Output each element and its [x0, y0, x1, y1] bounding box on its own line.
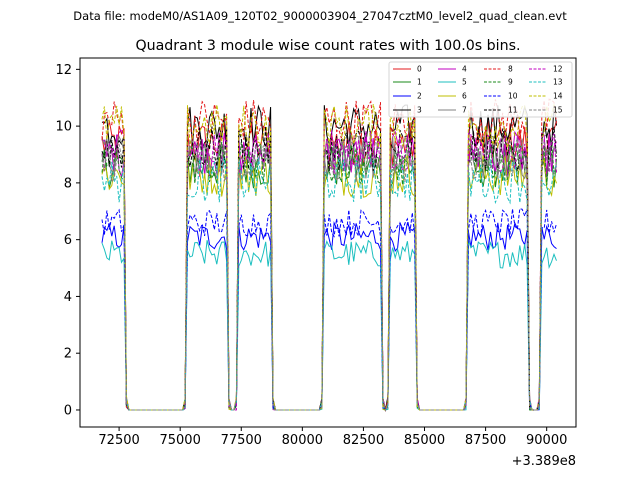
chart-title: Quadrant 3 module wise count rates with … — [135, 38, 520, 54]
series-layer — [101, 98, 557, 412]
x-tick-label: 72500 — [98, 433, 139, 448]
x-tick-label: 85000 — [404, 433, 445, 448]
y-axis: 0 2 4 6 8 10 12 — [55, 63, 80, 418]
y-tick-label: 10 — [55, 120, 72, 135]
x-tick-label: 75000 — [159, 433, 200, 448]
series-line-15 — [101, 137, 557, 412]
x-tick-label: 80000 — [282, 433, 323, 448]
legend-label-4: 4 — [462, 65, 467, 74]
y-tick-label: 2 — [64, 347, 72, 362]
legend-label-8: 8 — [508, 65, 513, 74]
legend-label-10: 10 — [508, 92, 518, 101]
y-tick-label: 6 — [64, 233, 72, 248]
y-tick-label: 12 — [55, 63, 72, 78]
legend-label-7: 7 — [462, 106, 467, 115]
legend-label-12: 12 — [553, 65, 563, 74]
x-axis: 72500 75000 77500 80000 82500 85000 87500 90000 — [98, 427, 567, 448]
legend-label-0: 0 — [417, 65, 422, 74]
legend-label-2: 2 — [417, 92, 422, 101]
x-tick-label: 77500 — [221, 433, 262, 448]
x-tick-label: 82500 — [343, 433, 384, 448]
x-tick-label: 90000 — [526, 433, 567, 448]
y-tick-label: 4 — [64, 290, 72, 305]
legend-label-11: 11 — [508, 106, 518, 115]
series-line-11 — [101, 126, 557, 412]
legend-label-6: 6 — [462, 92, 467, 101]
series-line-14 — [101, 103, 557, 411]
plot-frame — [79, 57, 577, 428]
y-tick-label: 8 — [64, 176, 72, 191]
legend-label-9: 9 — [508, 78, 513, 87]
y-tick-label: 0 — [64, 403, 72, 418]
legend-label-3: 3 — [417, 106, 422, 115]
legend-frame — [388, 61, 573, 118]
x-axis-offset-label: +3.389e8 — [512, 454, 576, 469]
figure-suptitle: Data file: modeM0/AS1A09_120T02_90000039… — [73, 9, 567, 23]
legend-label-1: 1 — [417, 78, 422, 87]
legend-label-15: 15 — [553, 106, 563, 115]
legend-label-14: 14 — [553, 92, 563, 101]
legend-label-5: 5 — [462, 78, 467, 87]
series-line-10 — [101, 207, 557, 411]
legend-label-13: 13 — [553, 78, 563, 87]
x-tick-label: 87500 — [465, 433, 506, 448]
